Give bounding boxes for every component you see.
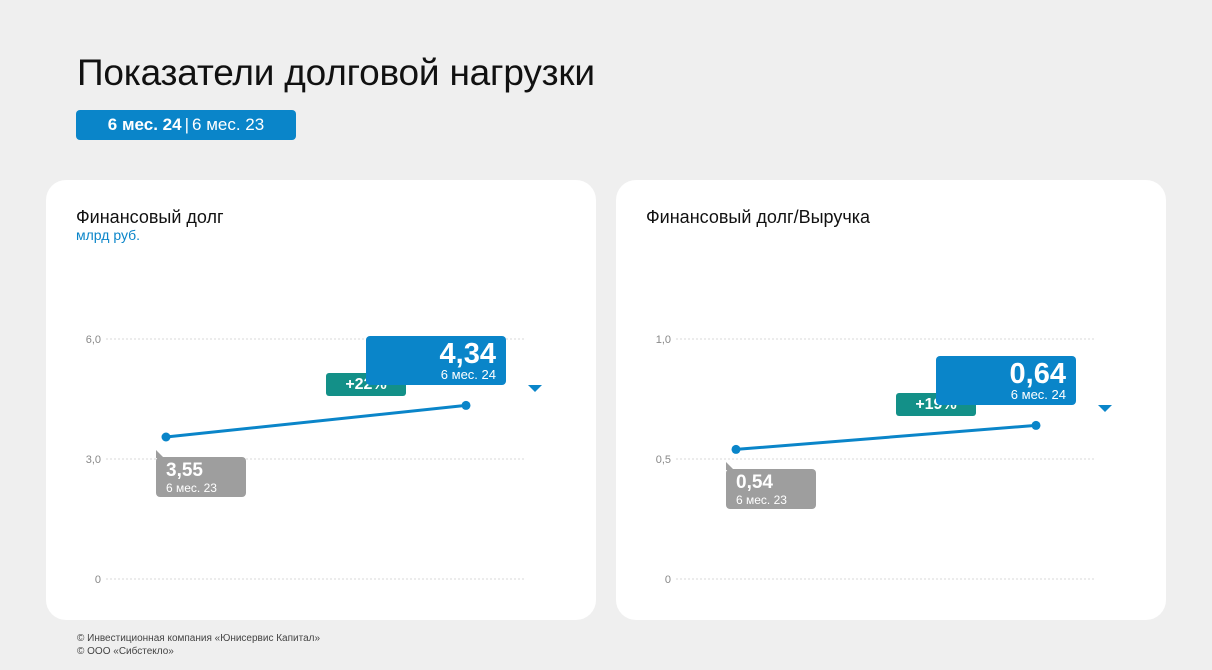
- footer: © Инвестиционная компания «Юнисервис Кап…: [77, 632, 320, 658]
- series-line: [164, 403, 468, 439]
- data-point: [461, 400, 471, 410]
- previous-period: 6 мес. 23: [166, 481, 217, 495]
- callout-current: 4,34 6 мес. 24: [366, 336, 542, 393]
- series-line: [734, 423, 1038, 451]
- y-tick-label: 0: [95, 574, 101, 586]
- chart-title: Финансовый долг/Выручка: [646, 207, 870, 227]
- y-tick-label: 1,0: [656, 334, 671, 346]
- footer-line: © ООО «Сибстекло»: [77, 646, 174, 657]
- period-current: 6 мес. 24: [107, 115, 182, 134]
- chart-unit: млрд руб.: [76, 227, 141, 243]
- current-period: 6 мес. 24: [440, 367, 496, 383]
- y-tick-label: 0: [665, 574, 671, 586]
- current-value: 0,64: [1009, 358, 1066, 391]
- data-point: [1031, 420, 1041, 430]
- previous-value: 3,55: [166, 460, 203, 481]
- page-title: Показатели долговой нагрузки: [77, 52, 595, 93]
- previous-period: 6 мес. 23: [736, 493, 787, 508]
- data-point: [731, 444, 741, 454]
- callout-previous: 0,54 6 мес. 23: [726, 462, 816, 510]
- chart-debt-to-revenue: 0 0,5 1,0: [656, 334, 1096, 586]
- chart-financial-debt: 0 3,0 6,0: [86, 334, 526, 586]
- chart-card-financial-debt: Финансовый долг млрд руб. 0 3,0 6,0 +22% 4…: [46, 180, 596, 620]
- y-tick-label: 3,0: [86, 454, 101, 466]
- callout-current: 0,64 6 мес. 24: [936, 356, 1112, 413]
- callout-previous: 3,55 6 мес. 23: [156, 450, 246, 497]
- y-tick-label: 0,5: [656, 454, 671, 466]
- chart-title: Финансовый долг: [76, 207, 224, 227]
- chart-card-debt-to-revenue: Финансовый долг/Выручка 0 0,5 1,0 +19% 0,6…: [616, 180, 1166, 620]
- data-point: [161, 432, 171, 442]
- period-badge: 6 мес. 24 | 6 мес. 23: [76, 110, 296, 140]
- current-value: 4,34: [439, 338, 496, 371]
- period-previous: 6 мес. 23: [192, 115, 265, 134]
- period-separator: |: [184, 115, 190, 134]
- y-tick-label: 6,0: [86, 334, 101, 346]
- current-period: 6 мес. 24: [1010, 387, 1066, 403]
- previous-value: 0,54: [736, 472, 773, 494]
- footer-line: © Инвестиционная компания «Юнисервис Кап…: [77, 633, 321, 644]
